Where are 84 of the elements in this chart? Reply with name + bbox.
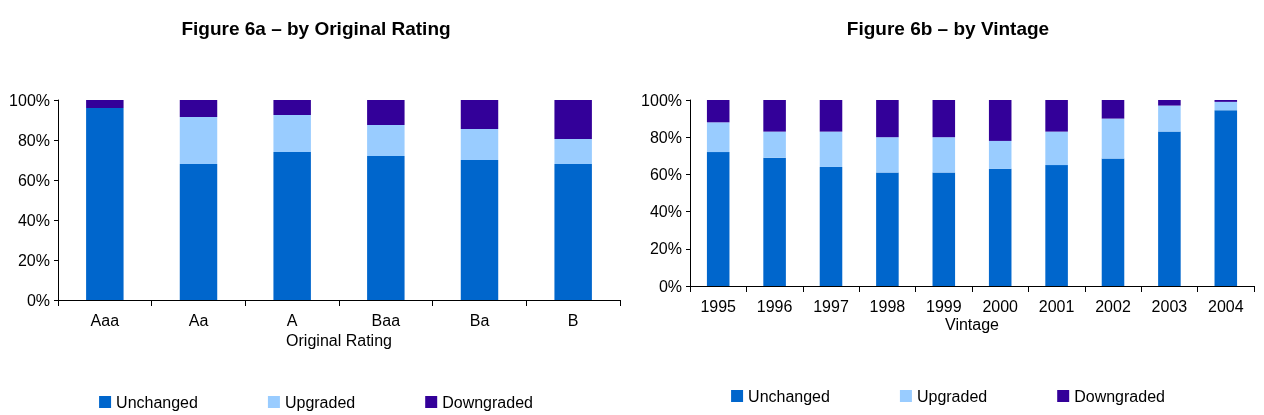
y-tick-label: 100% <box>9 91 50 109</box>
chart-title: Figure 6a – by Original Rating <box>181 18 451 39</box>
bar <box>179 100 218 117</box>
bar <box>706 122 730 153</box>
x-tick-label: 2004 <box>1208 297 1244 315</box>
bar <box>876 137 899 173</box>
y-tick-label: 60% <box>17 171 50 189</box>
x-tick-label: A <box>286 311 298 329</box>
bar <box>273 115 311 152</box>
legend-label: Downgraded <box>1074 387 1165 405</box>
x-tick-label: Aa <box>188 311 209 329</box>
bar <box>876 100 899 138</box>
bar <box>819 131 843 167</box>
bar <box>706 100 730 123</box>
x-tick-label: 1998 <box>869 297 906 315</box>
chart-title: Figure 6b – by Vintage <box>846 18 1050 39</box>
x-tick-label: 1996 <box>756 297 793 315</box>
bar <box>554 139 592 164</box>
y-tick-label: 40% <box>649 203 682 221</box>
bar <box>932 100 956 138</box>
bar <box>1101 158 1125 286</box>
bar <box>1045 165 1068 286</box>
x-tick-label: 1999 <box>926 297 962 315</box>
bar <box>1158 100 1181 106</box>
bar <box>819 166 843 286</box>
y-tick-label: 20% <box>17 251 50 269</box>
y-tick-label: 0% <box>658 277 682 295</box>
bar <box>763 157 786 286</box>
bar <box>988 100 1012 141</box>
bar <box>1158 131 1181 286</box>
bar <box>876 172 899 286</box>
legend-label: Upgraded <box>284 393 356 411</box>
bar <box>1045 100 1068 132</box>
x-tick-label: B <box>567 311 579 329</box>
bar <box>988 140 1012 169</box>
bar <box>1045 131 1068 166</box>
y-tick-label: 80% <box>649 128 682 146</box>
bar <box>367 156 405 300</box>
x-tick-label: 2002 <box>1095 297 1131 315</box>
x-tick-label: 2001 <box>1038 297 1075 315</box>
bar <box>554 100 592 139</box>
bar <box>554 164 592 300</box>
x-tick-label: 1997 <box>813 297 849 315</box>
bar <box>932 172 956 286</box>
bar <box>763 100 786 132</box>
y-tick-label: 0% <box>26 291 50 309</box>
bar <box>367 100 405 125</box>
x-tick-label: 2003 <box>1151 297 1188 315</box>
bar <box>86 100 124 108</box>
y-tick-label: 20% <box>649 240 682 258</box>
y-tick-label: 100% <box>641 91 682 109</box>
bar <box>763 131 786 158</box>
bar <box>179 164 218 300</box>
legend-label: Downgraded <box>442 393 533 411</box>
bar <box>367 125 405 156</box>
bar <box>460 100 499 129</box>
x-tick-label: Aaa <box>90 311 120 329</box>
bar <box>86 108 124 300</box>
bar <box>1158 105 1181 132</box>
bar <box>706 152 730 286</box>
bar <box>1101 100 1125 119</box>
bar <box>1214 110 1238 286</box>
bar <box>273 152 311 300</box>
bar <box>460 160 499 300</box>
bar <box>932 137 956 173</box>
bar <box>988 168 1012 286</box>
bar <box>273 100 311 115</box>
x-tick-label: Ba <box>469 311 490 329</box>
x-tick-label: 2000 <box>982 297 1019 315</box>
bar <box>179 117 218 164</box>
bar <box>460 129 499 160</box>
legend-label: Unchanged <box>116 393 198 411</box>
y-tick-label: 40% <box>17 211 50 229</box>
y-tick-label: 60% <box>649 165 682 183</box>
bar <box>1214 101 1238 111</box>
y-tick-label: 80% <box>17 131 50 149</box>
x-axis-title: Original Rating <box>286 331 392 349</box>
x-tick-label: Baa <box>371 311 401 329</box>
bar <box>1101 118 1125 159</box>
bar <box>819 100 843 132</box>
x-tick-label: 1995 <box>700 297 737 315</box>
legend-label: Upgraded <box>916 387 988 405</box>
x-axis-title: Vintage <box>945 315 1000 333</box>
legend-label: Unchanged <box>748 387 830 405</box>
